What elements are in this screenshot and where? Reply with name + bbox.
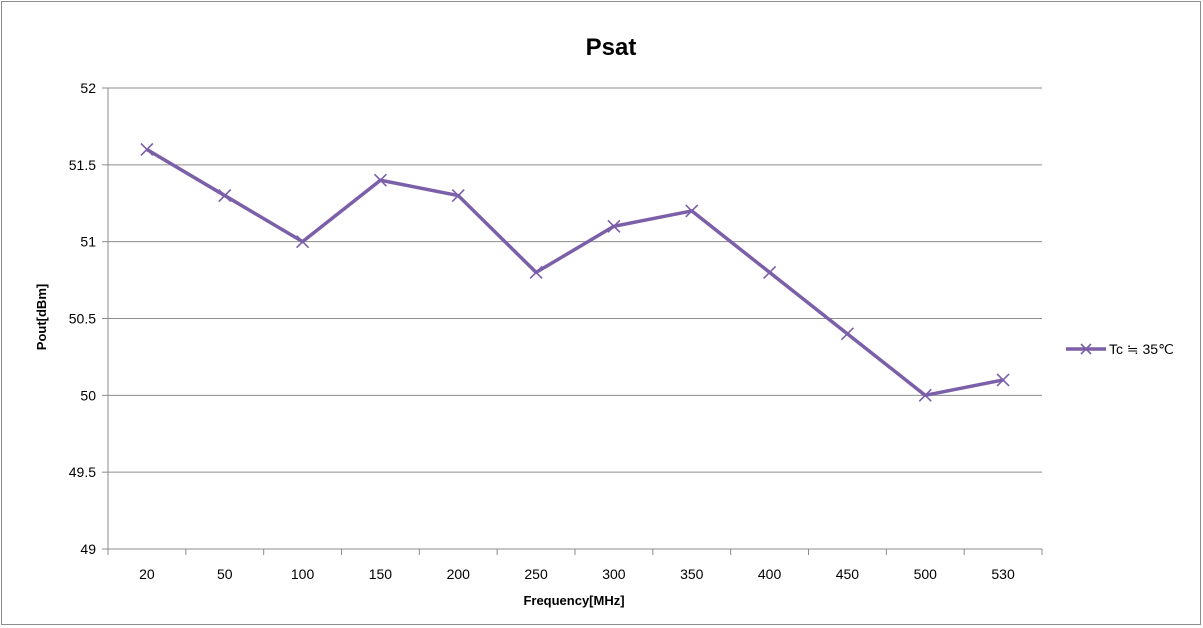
legend: Tc ≒ 35℃ xyxy=(1066,341,1174,357)
x-tick-label: 350 xyxy=(680,566,704,582)
x-tick-label: 530 xyxy=(991,566,1015,582)
y-tick-label: 51 xyxy=(80,234,96,250)
data-point-marker xyxy=(841,328,853,340)
data-point-marker xyxy=(141,143,153,155)
x-tick-label: 200 xyxy=(447,566,471,582)
y-tick-label: 52 xyxy=(80,80,96,96)
series-layer xyxy=(141,143,1009,401)
series-line xyxy=(147,149,1003,395)
x-tick-label: 20 xyxy=(139,566,155,582)
x-tick-label: 50 xyxy=(217,566,233,582)
x-tick-label: 500 xyxy=(914,566,938,582)
x-tick-label: 150 xyxy=(369,566,393,582)
axes xyxy=(102,88,1042,555)
y-tick-label: 51.5 xyxy=(69,157,96,173)
gridlines xyxy=(108,88,1042,549)
x-tick-label: 300 xyxy=(602,566,626,582)
x-tick-label: 250 xyxy=(524,566,548,582)
y-tick-label: 50 xyxy=(80,387,96,403)
y-tick-label: 49 xyxy=(80,541,96,557)
y-tick-label: 50.5 xyxy=(69,311,96,327)
x-tick-labels: 20 50 100 150 200 250 300 350 400 450 500 530 xyxy=(139,566,1015,582)
x-tick-label: 400 xyxy=(758,566,782,582)
x-axis-title: Frequency[MHz] xyxy=(523,593,624,608)
y-tick-labels: 49 49.5 50 50.5 51 51.5 52 xyxy=(69,80,96,557)
chart-title: Psat xyxy=(586,34,637,61)
x-tick-label: 100 xyxy=(291,566,315,582)
data-point-marker xyxy=(530,266,542,278)
y-axis-title: Pout[dBm] xyxy=(34,284,49,350)
y-tick-label: 49.5 xyxy=(69,464,96,480)
x-tick-label: 450 xyxy=(836,566,860,582)
legend-label: Tc ≒ 35℃ xyxy=(1109,341,1174,357)
data-point-marker xyxy=(219,190,231,202)
data-point-marker xyxy=(764,266,776,278)
